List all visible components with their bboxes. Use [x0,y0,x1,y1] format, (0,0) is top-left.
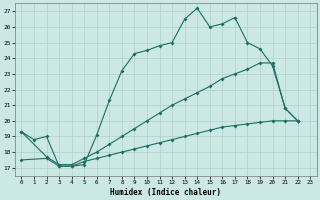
X-axis label: Humidex (Indice chaleur): Humidex (Indice chaleur) [110,188,221,197]
